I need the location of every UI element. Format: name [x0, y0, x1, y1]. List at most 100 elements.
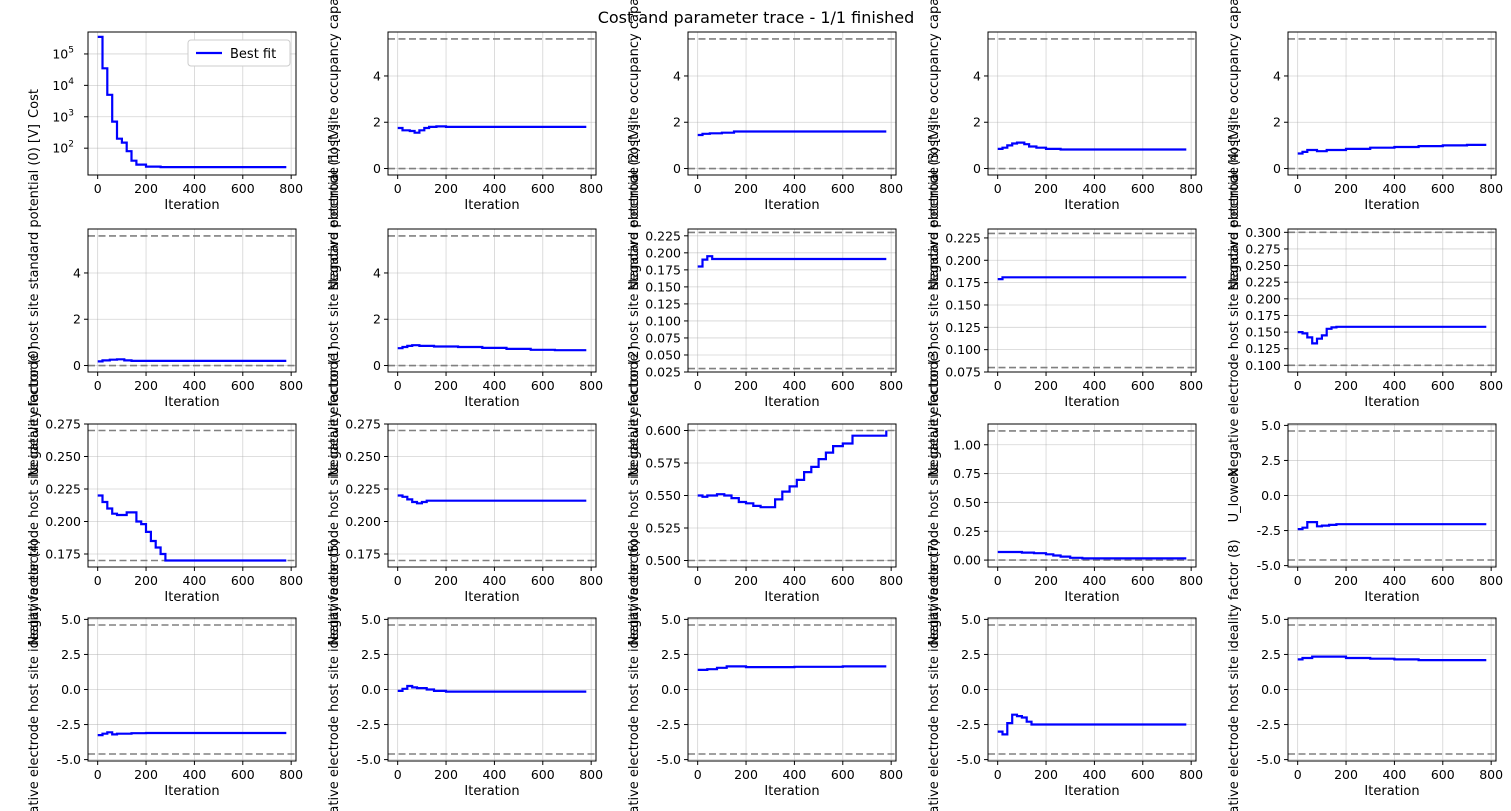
best-fit-trace	[997, 276, 1187, 281]
x-tick-label: 800	[1479, 181, 1503, 196]
x-tick-label: 200	[1034, 767, 1058, 782]
x-tick-label: 800	[879, 573, 903, 588]
y-tick-label: 0.200	[345, 514, 381, 529]
x-tick-label: 600	[1431, 378, 1455, 393]
y-tick-label: 0	[973, 161, 981, 176]
y-tick-label: 0.300	[1245, 225, 1281, 240]
plot-area	[988, 424, 1196, 567]
x-tick-label: 200	[1034, 573, 1058, 588]
x-tick-label: 600	[531, 378, 555, 393]
x-tick-label: 0	[394, 573, 402, 588]
x-tick-label: 400	[482, 573, 506, 588]
y-tick-label: 0.100	[945, 342, 981, 357]
subplot-18: 0 200 400 600 800 -5.0 -2.5 0.0 2.5 5.0 Iteration N…	[927, 539, 1203, 811]
y-tick-label: 5.0	[61, 612, 81, 627]
y-tick-label: 0.075	[945, 365, 981, 380]
y-axis-label: Negative electrode host site occupancy c…	[1227, 0, 1242, 291]
x-tick-label: 800	[579, 767, 603, 782]
axes-frame	[687, 228, 897, 373]
y-tick-label: -2.5	[657, 717, 681, 732]
y-tick-label: 5.0	[361, 612, 381, 627]
x-tick-label: 400	[1082, 573, 1106, 588]
y-tick-label: -5.0	[57, 752, 81, 767]
x-tick-label: 400	[1382, 767, 1406, 782]
x-tick-label: 200	[1034, 378, 1058, 393]
subplot-grid: 0 200 400 600 800102103104105IterationCostBe…	[27, 0, 1503, 811]
subplot-5: 0 200 400 600 800 0 2 4 Iteration Negative electr…	[27, 124, 303, 477]
x-tick-label: 200	[734, 573, 758, 588]
y-axis-label: Negative electrode host site ideality fa…	[927, 345, 942, 645]
y-tick-label: 2	[373, 312, 381, 327]
x-tick-label: 0	[94, 767, 102, 782]
best-fit-trace	[97, 358, 287, 363]
x-tick-label: 600	[531, 573, 555, 588]
x-tick-label: 200	[1334, 181, 1358, 196]
x-tick-label: 200	[134, 767, 158, 782]
best-fit-trace	[697, 255, 887, 268]
x-axis-label: Iteration	[764, 395, 819, 410]
plot-area	[388, 424, 596, 567]
x-tick-label: 400	[782, 767, 806, 782]
y-tick-label: 4	[1273, 68, 1281, 83]
y-tick-label: 0.0	[1261, 488, 1281, 503]
best-fit-trace	[397, 494, 587, 505]
y-tick-label: 0.50	[953, 495, 981, 510]
best-fit-trace	[1297, 655, 1487, 662]
x-axis-label: Iteration	[764, 590, 819, 605]
y-tick-label: -5.0	[1257, 752, 1281, 767]
x-tick-label: 800	[279, 767, 303, 782]
x-tick-label: 800	[1179, 181, 1203, 196]
best-fit-trace	[397, 125, 587, 134]
y-tick-label: -2.5	[957, 717, 981, 732]
best-fit-trace	[697, 130, 887, 137]
y-tick-label: 0.175	[1245, 308, 1281, 323]
y-tick-label: 0.275	[345, 417, 381, 432]
subplot-4: 0 200 400 600 800 0 2 4 Iteration Negative electr…	[1227, 0, 1503, 291]
x-tick-label: 200	[1034, 181, 1058, 196]
x-tick-label: 800	[279, 181, 303, 196]
subplot-13: 0 200 400 600 800 0.00 0.25 0.50 0.75 1.00 Iterati…	[927, 345, 1203, 645]
y-tick-label: 0.200	[1245, 291, 1281, 306]
x-tick-label: 200	[434, 767, 458, 782]
y-tick-label: 0.0	[661, 682, 681, 697]
y-tick-label: 0	[373, 358, 381, 373]
x-tick-label: 800	[579, 573, 603, 588]
y-tick-label: 0.075	[645, 330, 681, 345]
y-axis-label: Negative electrode host site ideality fa…	[627, 345, 642, 645]
x-tick-label: 0	[994, 767, 1002, 782]
x-tick-label: 0	[994, 181, 1002, 196]
x-tick-label: 600	[1431, 181, 1455, 196]
plot-area	[1288, 32, 1496, 175]
y-tick-label: 0.175	[945, 275, 981, 290]
y-axis-label: Negative electrode host site occupancy c…	[927, 0, 942, 291]
axes-frame	[987, 31, 1197, 176]
x-tick-label: 0	[94, 573, 102, 588]
legend-label: Best fit	[230, 47, 276, 62]
plot-area	[688, 32, 896, 175]
x-axis-label: Iteration	[1064, 198, 1119, 213]
y-tick-label: -2.5	[57, 717, 81, 732]
x-tick-label: 600	[831, 378, 855, 393]
x-axis-label: Iteration	[164, 784, 219, 799]
y-tick-label: -2.5	[357, 717, 381, 732]
x-tick-label: 0	[1294, 378, 1302, 393]
y-tick-label: 0.200	[945, 253, 981, 268]
best-fit-trace	[97, 35, 287, 169]
y-axis-label: Negative electrode host site ideality fa…	[927, 539, 942, 811]
plot-area	[1288, 229, 1496, 372]
subplot-14: 0 200 400 600 800 -5.0 -2.5 0.0 2.5 5.0 Iteration U…	[1227, 418, 1503, 605]
x-tick-label: 400	[482, 378, 506, 393]
y-axis-label: Negative electrode host site ideality fa…	[327, 345, 342, 645]
exponent: 2	[68, 140, 74, 150]
axes-frame	[1287, 31, 1497, 176]
y-tick-label: 0.125	[645, 296, 681, 311]
y-tick-label: 0.100	[645, 313, 681, 328]
y-tick-label: 0.250	[45, 449, 81, 464]
x-tick-label: 400	[1382, 378, 1406, 393]
axes-frame	[387, 31, 597, 176]
x-tick-label: 200	[134, 378, 158, 393]
x-tick-label: 600	[231, 573, 255, 588]
y-axis-label: Negative electrode host site standard po…	[327, 124, 342, 477]
x-tick-label: 0	[94, 378, 102, 393]
subplot-10: 0 200 400 600 800 0.175 0.200 0.225 0.250 0.275 It…	[27, 345, 303, 645]
